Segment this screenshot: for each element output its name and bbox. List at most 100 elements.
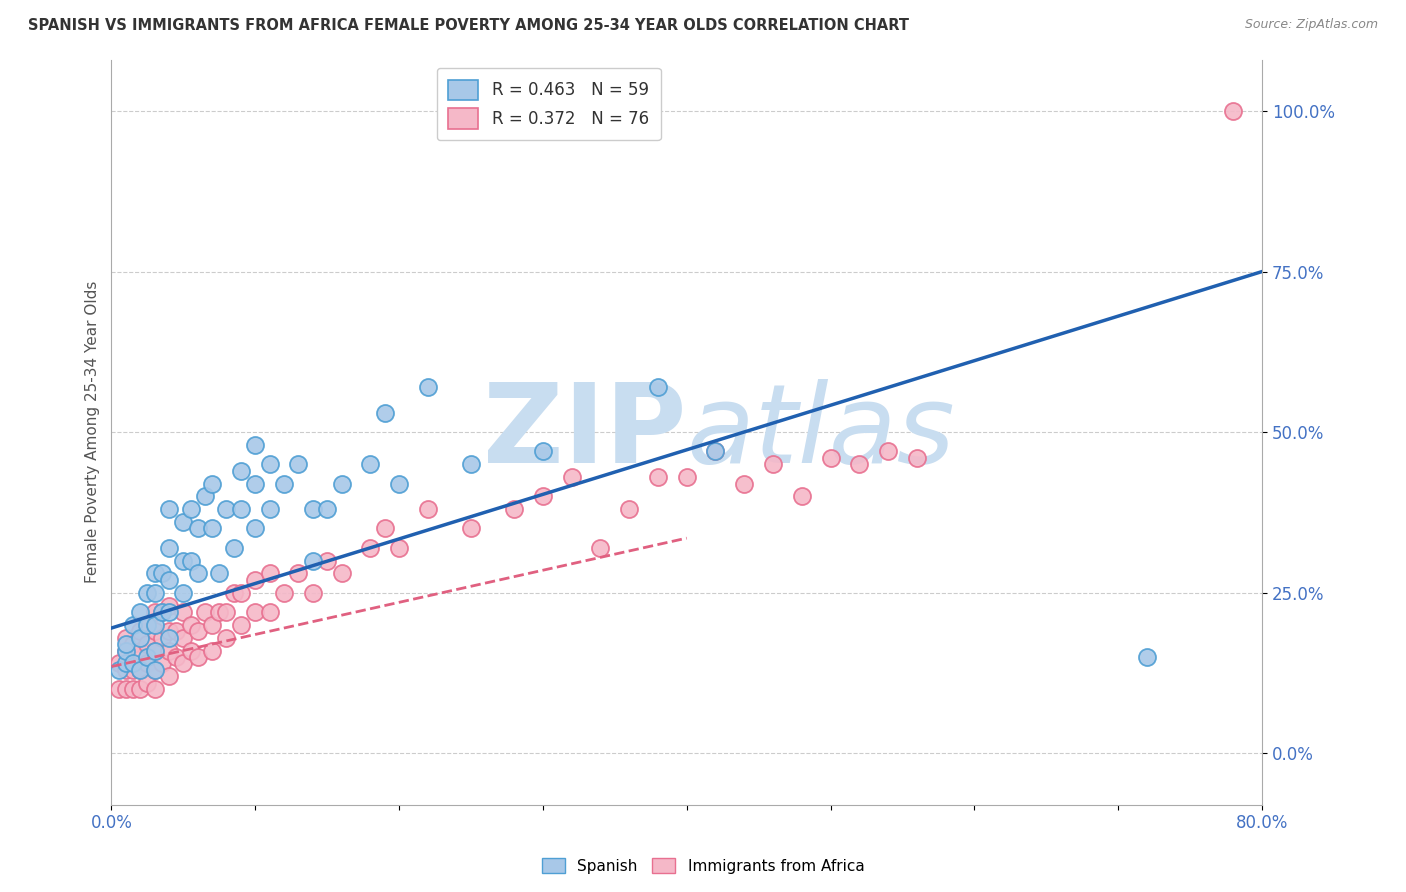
Point (180, 617, 202, 632)
Point (143, 643, 166, 657)
Point (114, 643, 136, 657)
Point (136, 637, 159, 651)
Y-axis label: Female Poverty Among 25-34 Year Olds: Female Poverty Among 25-34 Year Olds (86, 281, 100, 583)
Point (222, 585, 245, 599)
Point (245, 476, 267, 491)
Point (316, 502, 339, 516)
Point (416, 380, 439, 394)
Point (647, 380, 669, 394)
Point (143, 643, 166, 657)
Point (187, 649, 209, 664)
Point (201, 617, 224, 632)
Point (229, 585, 252, 599)
Point (157, 631, 180, 645)
Point (215, 605, 238, 619)
Point (129, 624, 152, 639)
Point (187, 566, 209, 581)
Point (187, 624, 209, 639)
Point (172, 585, 194, 599)
Legend: R = 0.463   N = 59, R = 0.372   N = 76: R = 0.463 N = 59, R = 0.372 N = 76 (437, 68, 661, 140)
Point (172, 605, 194, 619)
Point (208, 605, 231, 619)
Point (150, 605, 173, 619)
Point (531, 444, 554, 458)
Point (388, 476, 411, 491)
Point (503, 502, 526, 516)
Point (136, 617, 159, 632)
Point (150, 566, 173, 581)
Point (107, 657, 129, 671)
Point (619, 502, 641, 516)
Point (194, 489, 217, 503)
Point (143, 663, 166, 677)
Point (790, 489, 813, 503)
Point (229, 464, 252, 478)
Point (273, 585, 295, 599)
Point (172, 515, 194, 529)
Point (114, 681, 136, 696)
Text: ZIP: ZIP (484, 378, 686, 485)
Point (180, 643, 202, 657)
Point (114, 643, 136, 657)
Point (122, 637, 145, 651)
Point (675, 470, 697, 484)
Point (143, 605, 166, 619)
Point (150, 605, 173, 619)
Point (157, 573, 180, 587)
Point (114, 657, 136, 671)
Point (129, 631, 152, 645)
Point (287, 457, 309, 471)
Point (143, 617, 166, 632)
Point (733, 476, 755, 491)
Point (273, 476, 295, 491)
Point (561, 470, 583, 484)
Point (157, 605, 180, 619)
Point (107, 681, 129, 696)
Point (143, 585, 166, 599)
Point (165, 624, 187, 639)
Point (136, 657, 159, 671)
Point (460, 521, 482, 535)
Point (531, 489, 554, 503)
Point (388, 541, 411, 555)
Point (187, 521, 209, 535)
Point (215, 502, 238, 516)
Point (301, 502, 323, 516)
Point (165, 649, 187, 664)
Point (157, 643, 180, 657)
Point (259, 605, 281, 619)
Point (201, 521, 224, 535)
Point (301, 585, 323, 599)
Point (157, 541, 180, 555)
Point (129, 643, 152, 657)
Point (229, 617, 252, 632)
Point (150, 657, 173, 671)
Point (316, 553, 339, 567)
Point (1136, 649, 1159, 664)
Point (287, 566, 309, 581)
Text: Source: ZipAtlas.com: Source: ZipAtlas.com (1244, 18, 1378, 31)
Point (150, 631, 173, 645)
Point (245, 521, 267, 535)
Point (229, 502, 252, 516)
Point (122, 663, 145, 677)
Point (129, 663, 152, 677)
Point (143, 624, 166, 639)
Point (180, 553, 202, 567)
Point (143, 566, 166, 581)
Point (172, 553, 194, 567)
Point (122, 617, 145, 632)
Point (359, 541, 381, 555)
Point (194, 605, 217, 619)
Point (301, 553, 323, 567)
Point (259, 457, 281, 471)
Point (114, 663, 136, 677)
Point (114, 637, 136, 651)
Point (215, 631, 238, 645)
Point (143, 681, 166, 696)
Point (157, 624, 180, 639)
Point (136, 649, 159, 664)
Point (157, 502, 180, 516)
Point (157, 669, 180, 683)
Point (180, 502, 202, 516)
